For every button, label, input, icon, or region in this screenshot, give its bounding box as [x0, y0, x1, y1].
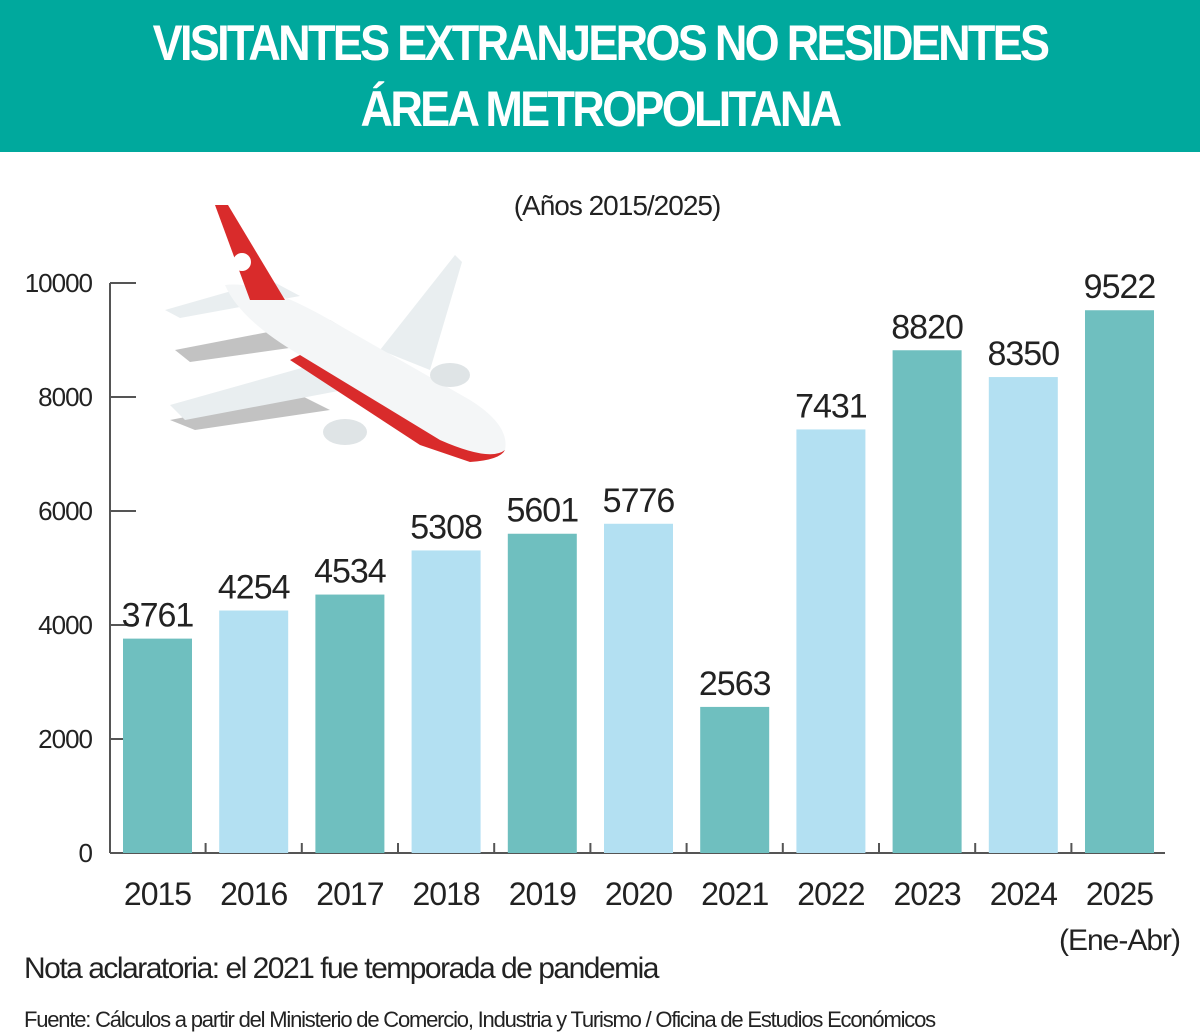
- bar-2025: [1085, 310, 1154, 854]
- chart-subtitle: (Años 2015/2025): [514, 190, 721, 221]
- y-tick-label: 4000: [38, 610, 92, 640]
- data-label-2022: 7431: [795, 387, 867, 425]
- x-tick-label-2020: 2020: [605, 876, 672, 912]
- footnote: Nota aclaratoria: el 2021 fue temporada …: [24, 952, 659, 985]
- bar-2023: [892, 350, 962, 853]
- bar-2021: [700, 706, 770, 853]
- x-tick-label-2023: 2023: [894, 876, 961, 912]
- y-tick-label: 2000: [38, 724, 92, 754]
- data-label-2023: 8820: [891, 308, 963, 346]
- x-tick-label-2025: 2025: [1086, 876, 1153, 912]
- y-tick-label: 6000: [38, 496, 92, 526]
- x-tick-label-2021: 2021: [701, 876, 768, 912]
- bar-2022: [796, 429, 866, 853]
- y-tick-label: 0: [79, 838, 93, 868]
- y-tick-label: 10000: [25, 268, 93, 298]
- airplane-icon: [165, 205, 506, 462]
- data-label-2025: 9522: [1084, 268, 1156, 306]
- data-label-2020: 5776: [603, 482, 675, 520]
- x-tick-label-2019: 2019: [509, 876, 576, 912]
- source-note: Fuente: Cálculos a partir del Ministerio…: [24, 1007, 936, 1032]
- bar-2017: [315, 594, 385, 853]
- title-line-1: VISITANTES EXTRANJEROS NO RESIDENTES: [152, 15, 1050, 71]
- header-banner: VISITANTES EXTRANJEROS NO RESIDENTES ÁRE…: [0, 0, 1200, 152]
- bar-2016: [219, 610, 289, 853]
- bar-2020: [604, 523, 673, 853]
- bar-2015: [123, 638, 192, 853]
- x-tick-label-2022: 2022: [797, 876, 864, 912]
- x-tick-label-2015: 2015: [124, 876, 191, 912]
- bar-2024: [988, 377, 1058, 853]
- data-label-2017: 4534: [314, 553, 386, 591]
- x-tick-label-2018: 2018: [413, 876, 480, 912]
- x-tick-sublabel-2025: (Ene-Abr): [1059, 924, 1180, 957]
- data-label-2024: 8350: [987, 335, 1059, 373]
- title-line-2: ÁREA METROPOLITANA: [360, 81, 843, 137]
- data-label-2018: 5308: [410, 508, 482, 546]
- y-tick-label: 8000: [38, 382, 92, 412]
- data-label-2019: 5601: [506, 492, 578, 530]
- x-tick-label-2017: 2017: [316, 876, 383, 912]
- bar-2018: [411, 550, 481, 853]
- data-label-2021: 2563: [699, 665, 771, 703]
- x-tick-label-2016: 2016: [220, 876, 287, 912]
- data-label-2016: 4254: [218, 569, 290, 607]
- x-tick-label-2024: 2024: [990, 876, 1057, 912]
- bar-2019: [507, 533, 577, 853]
- data-label-2015: 3761: [122, 597, 194, 635]
